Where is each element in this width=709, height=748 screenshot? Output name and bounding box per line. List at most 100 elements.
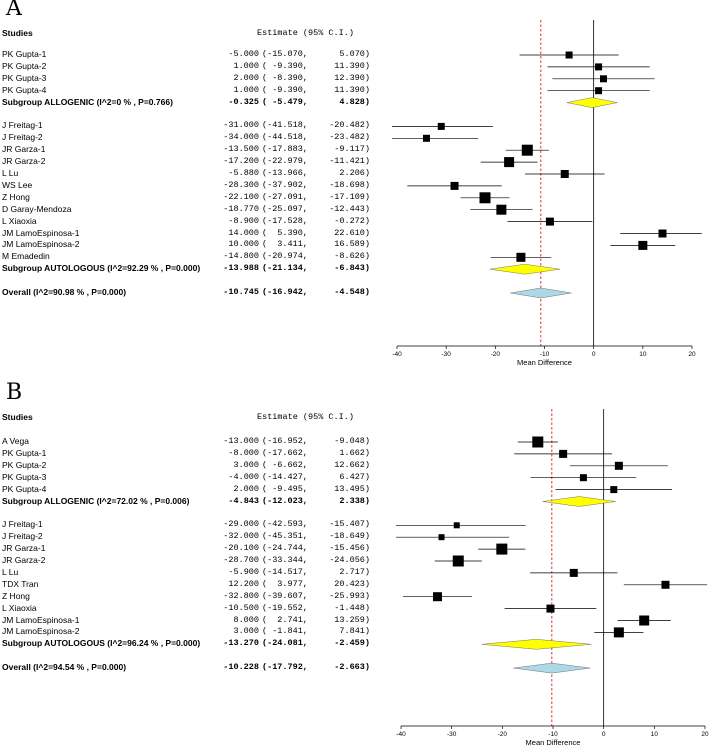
row-ci-upper: -15.456) (329, 543, 370, 554)
study-row: JR Garza-2 -28.700 (-33.344, -24.056) (0, 555, 372, 567)
row-estimate: -10.228 (223, 662, 259, 673)
row-estimate: 3.000 (233, 626, 259, 637)
study-point-box (614, 461, 623, 470)
row-estimate: -28.700 (223, 555, 259, 565)
study-point-box (496, 543, 508, 555)
row-estimate: -13.270 (223, 638, 259, 649)
row-ci-lower: ( 2.741, (262, 614, 308, 625)
row-label: PK Gupta-4 (2, 84, 47, 95)
row-label: A Vega (2, 436, 29, 446)
row-label: Overall (I^2=94.54 % , P=0.000) (2, 662, 127, 673)
row-ci-lower: (-21.134, (262, 263, 308, 274)
estimate-header: Estimate (95% C.I.) (257, 412, 354, 422)
row-ci-upper: -23.482) (329, 132, 370, 143)
row-estimate: -4.000 (228, 471, 259, 482)
row-ci-upper: 13.259) (334, 614, 370, 625)
row-estimate: -5.880 (228, 168, 259, 178)
row-estimate: -8.900 (228, 215, 259, 226)
study-point-box (521, 144, 533, 156)
study-point-box (516, 252, 526, 262)
study-row: JM LamoEspinosa-2 3.000( -1.841, 7.841) (0, 626, 372, 638)
row-estimate: 10.000 (228, 239, 259, 250)
overall-row: Overall (I^2=94.54 % , P=0.000) -10.228 (-… (0, 662, 372, 674)
row-label: PK Gupta-1 (2, 447, 47, 458)
row-label: PK Gupta-2 (2, 459, 47, 470)
row-estimate: -31.000 (223, 120, 259, 131)
row-label: J Freitag-1 (2, 519, 43, 530)
study-point-box (569, 568, 578, 577)
study-point-box (579, 474, 587, 482)
row-ci-lower: (-42.593, (262, 519, 308, 530)
row-label: L Lu (2, 566, 19, 577)
study-point-box (450, 181, 459, 190)
study-row: JM LamoEspinosa-1 8.000( 2.741, 13.259) (0, 615, 372, 627)
row-ci-lower: ( 3.977, (262, 578, 308, 589)
row-estimate: -5.000 (228, 49, 259, 59)
row-ci-upper: 7.841) (339, 626, 370, 637)
row-estimate: -34.000 (223, 132, 259, 143)
study-row: J Freitag-2 -34.000 (-44.518, -23.482) (0, 132, 372, 144)
x-axis-label: Mean Difference (526, 738, 581, 747)
forest-plot-area: -40 -30 -20 -10 0 10 20 Mean Difference (395, 409, 709, 747)
row-ci-upper: -15.407) (329, 519, 370, 530)
study-point-box (432, 592, 442, 602)
row-ci-lower: ( 3.411, (262, 239, 308, 250)
row-ci-lower: (-14.517, (262, 566, 308, 577)
row-ci-upper: -18.649) (329, 531, 370, 542)
x-tick-label: -40 (396, 731, 406, 738)
row-ci-upper: -9.048) (334, 436, 370, 446)
study-point-box (546, 604, 555, 613)
row-estimate: 8.000 (233, 614, 259, 625)
forest-plot-panel-b: B Studies Estimate (95% C.I.) A Vega -13.… (0, 380, 709, 748)
row-estimate: -20.100 (223, 543, 259, 554)
row-label: Subgroup AUTOLOGOUS (I^2=96.24 % , P=0.0… (2, 638, 201, 649)
x-tick-label: -10 (548, 731, 558, 738)
subgroup-row: Subgroup ALLOGENIC (I^2=72.02 % , P=0.00… (0, 496, 372, 508)
row-ci-upper: 2.717) (339, 566, 370, 577)
x-tick-label: -30 (441, 351, 451, 358)
overall-diamond (513, 662, 591, 674)
row-estimate: -8.000 (228, 447, 259, 458)
row-ci-upper: -6.843) (334, 263, 370, 274)
x-tick-label: 0 (602, 731, 606, 738)
row-estimate: -29.000 (223, 519, 259, 530)
row-estimate: -10.745 (223, 287, 259, 297)
row-ci-lower: (-15.070, (262, 49, 308, 59)
row-ci-upper: -9.117) (334, 144, 370, 155)
row-estimate: 1.000 (233, 84, 259, 95)
x-tick-label: -40 (392, 351, 402, 358)
row-ci-upper: -11.421) (329, 156, 370, 167)
study-point-box (496, 204, 507, 215)
subgroup-row: Subgroup ALLOGENIC (I^2=0 % , P=0.766) -0… (0, 97, 372, 109)
study-row: J Freitag-2 -32.000 (-45.351, -18.649) (0, 531, 372, 543)
row-ci-lower: (-24.744, (262, 543, 308, 554)
study-row: A Vega -13.000 (-16.952, -9.048) (0, 436, 372, 448)
study-row: JM LamoEspinosa-2 10.000( 3.411, 16.589) (0, 239, 372, 251)
study-row: Z Hong -22.100 (-27.091, -17.109) (0, 192, 372, 204)
studies-header: Studies (2, 412, 33, 422)
row-ci-lower: ( -9.495, (262, 483, 308, 494)
row-estimate: -13.000 (223, 436, 259, 446)
row-estimate: 2.000 (233, 72, 259, 83)
row-label: L Xiaoxia (2, 215, 37, 226)
study-point-box (479, 192, 491, 204)
row-ci-upper: 13.495) (334, 483, 370, 494)
row-ci-lower: (-27.091, (262, 191, 308, 202)
study-row: PK Gupta-3 -4.000 (-14.427, 6.427) (0, 472, 372, 484)
subgroup-diamond (566, 97, 618, 108)
overall-row: Overall (I^2=90.98 % , P=0.000) -10.745 (-… (0, 287, 372, 299)
row-label: L Lu (2, 168, 19, 178)
study-point-box (600, 75, 607, 83)
study-point-box (452, 555, 464, 567)
row-estimate: -0.325 (228, 96, 259, 107)
study-row: J Freitag-1 -29.000 (-42.593, -15.407) (0, 519, 372, 531)
row-label: JR Garza-2 (2, 555, 46, 565)
forest-plot-panel-a: A Studies Estimate (95% C.I.) PK Gupta-1… (0, 0, 709, 372)
row-ci-upper: -0.272) (334, 215, 370, 226)
study-row: PK Gupta-2 3.000( -6.662, 12.662) (0, 460, 372, 472)
row-label: PK Gupta-1 (2, 49, 47, 59)
row-ci-lower: ( -9.390, (262, 60, 308, 71)
x-tick-label: 20 (701, 731, 709, 738)
study-point-box (638, 240, 648, 250)
row-ci-lower: (-16.942, (262, 287, 308, 297)
